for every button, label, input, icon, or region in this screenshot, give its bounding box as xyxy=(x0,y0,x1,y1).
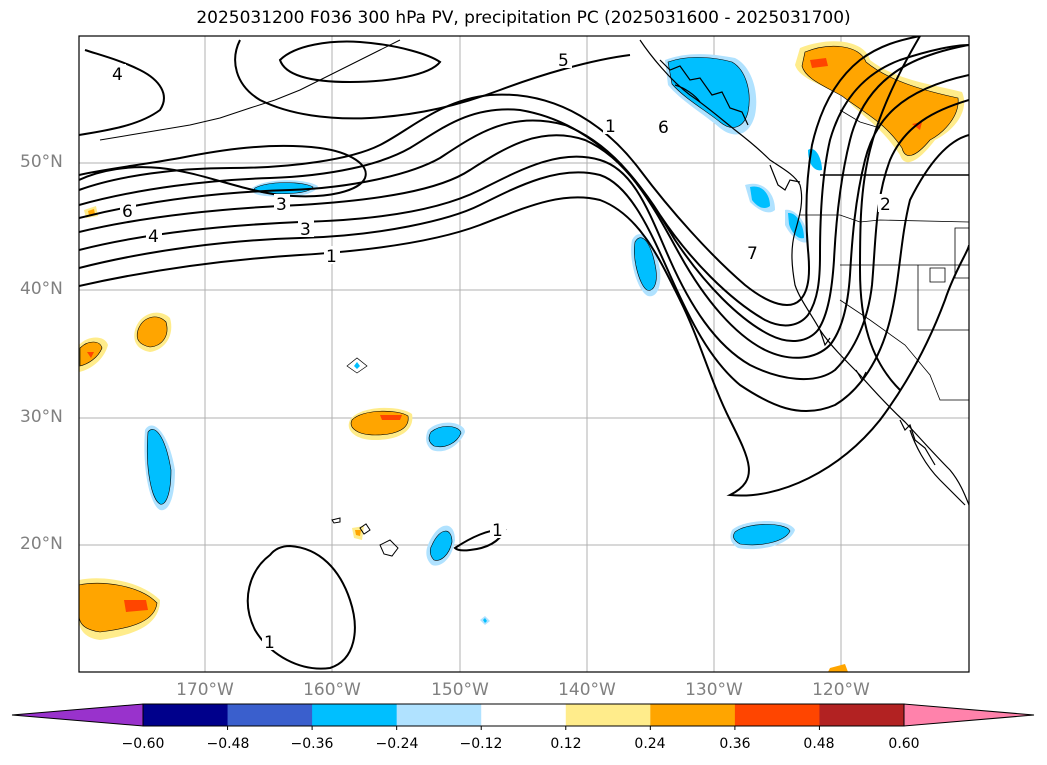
contour-label: 1 xyxy=(605,117,616,137)
lat-label: 50°N xyxy=(20,152,63,172)
contour-labels: 4 5 6 6 4 3 1 1 2 3 7 1 1 xyxy=(110,50,894,653)
colorbar-tick-label: 0.12 xyxy=(550,736,582,752)
coastlines xyxy=(99,39,969,557)
colorbar-segment xyxy=(734,704,820,726)
lon-label: 120°W xyxy=(812,680,870,700)
colorbar-segment xyxy=(227,704,313,726)
lon-label: 140°W xyxy=(558,680,616,700)
contour-label: 4 xyxy=(148,227,159,247)
lon-label: 150°W xyxy=(431,680,489,700)
contour-label: 5 xyxy=(558,51,569,71)
contour-loop-n xyxy=(278,40,442,84)
colorbar-tick-label: 0.60 xyxy=(888,736,920,752)
colorbar-segment xyxy=(650,704,736,726)
contour-6b xyxy=(79,144,367,198)
contour-label: 1 xyxy=(326,247,337,267)
colorbar xyxy=(11,703,1035,730)
contour-2-east xyxy=(858,36,921,391)
colorbar-tick-label: −0.12 xyxy=(459,736,503,752)
contour-7 xyxy=(79,36,921,306)
colorbar-tick-label: −0.36 xyxy=(290,736,334,752)
lat-label: 20°N xyxy=(20,534,63,554)
colorbar-extend-low xyxy=(11,703,144,727)
lon-label: 170°W xyxy=(176,680,234,700)
contour-1-s xyxy=(246,544,356,670)
contour-5 xyxy=(79,44,969,342)
colorbar-tick-label: 0.24 xyxy=(634,736,666,752)
contour-label: 2 xyxy=(880,195,891,215)
contour-6 xyxy=(79,44,969,327)
colorbar-frame xyxy=(142,703,905,727)
contour-label: 1 xyxy=(492,521,503,541)
contour-label: 6 xyxy=(122,202,133,222)
contour-3 xyxy=(79,99,969,381)
contour-label: 7 xyxy=(747,244,758,264)
precip-negative-regions xyxy=(144,54,822,625)
lat-label: 30°N xyxy=(20,407,63,427)
graticule xyxy=(79,36,969,672)
colorbar-segment xyxy=(819,704,905,726)
colorbar-segment xyxy=(143,704,229,726)
colorbar-tick-label: 0.36 xyxy=(719,736,751,752)
colorbar-tick-label: −0.24 xyxy=(375,736,419,752)
colorbar-tick-label: 0.48 xyxy=(803,736,835,752)
contour-label: 6 xyxy=(658,118,669,138)
contour-5-n xyxy=(234,39,631,120)
lat-label: 40°N xyxy=(20,279,63,299)
lon-label: 130°W xyxy=(685,680,743,700)
lon-label: 160°W xyxy=(303,680,361,700)
map-background xyxy=(79,36,969,672)
contour-label: 1 xyxy=(264,633,275,653)
contour-label: 3 xyxy=(276,195,287,215)
pv-contours xyxy=(79,36,969,670)
contour-4 xyxy=(79,74,969,359)
contour-2 xyxy=(79,134,969,413)
colorbar-tick-label: −0.60 xyxy=(121,736,165,752)
colorbar-segment xyxy=(396,704,482,726)
figure-title: 2025031200 F036 300 hPa PV, precipitatio… xyxy=(196,8,851,28)
colorbar-segment xyxy=(481,704,567,726)
contour-label: 4 xyxy=(112,65,123,85)
colorbar-segment xyxy=(312,704,398,726)
contour-1 xyxy=(79,196,969,497)
colorbar-extend-high xyxy=(903,703,1035,727)
contour-label: 3 xyxy=(300,220,311,240)
colorbar-tick-label: −0.48 xyxy=(206,736,250,752)
map-frame xyxy=(78,35,970,673)
colorbar-segment xyxy=(565,704,651,726)
precip-positive-regions xyxy=(79,41,965,672)
contour-1-mid xyxy=(453,528,507,552)
contour-4-nw xyxy=(79,49,165,136)
